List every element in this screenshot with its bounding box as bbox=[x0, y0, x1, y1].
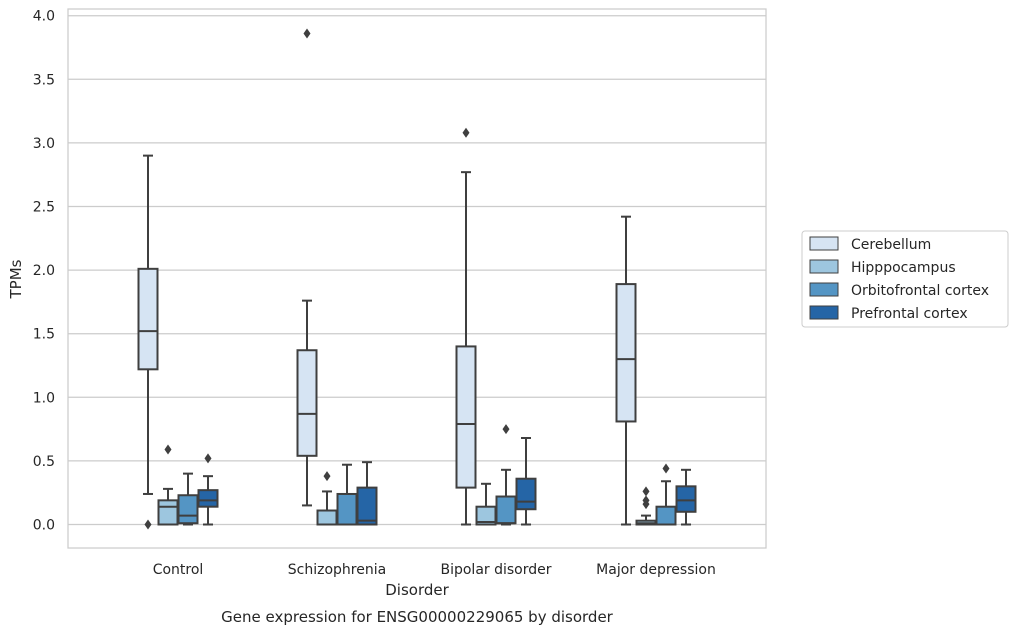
boxplots bbox=[137, 28, 697, 530]
gridlines bbox=[68, 15, 766, 526]
outlier-point bbox=[204, 453, 212, 464]
y-tick-label: 2.5 bbox=[33, 200, 55, 216]
legend-label: Prefrontal cortex bbox=[851, 306, 968, 322]
box-prefrontal-cortex bbox=[515, 437, 537, 526]
y-tick-label: 2.0 bbox=[33, 263, 55, 279]
box-orbitofrontal-cortex bbox=[177, 472, 199, 526]
box-iqr bbox=[296, 349, 318, 457]
legend-label: Orbitofrontal cortex bbox=[851, 283, 989, 299]
legend-label: Cerebellum bbox=[851, 237, 931, 253]
box-hipppocampus bbox=[635, 486, 657, 526]
x-tick-label: Schizophrenia bbox=[288, 562, 386, 578]
box-iqr bbox=[615, 283, 637, 423]
y-tick-label: 3.5 bbox=[33, 72, 55, 88]
legend-frame bbox=[801, 230, 1009, 328]
box-iqr bbox=[515, 477, 537, 511]
box-cerebellum bbox=[455, 127, 477, 526]
box-prefrontal-cortex bbox=[197, 453, 219, 526]
box-orbitofrontal-cortex bbox=[655, 463, 677, 526]
box-hipppocampus bbox=[157, 444, 179, 526]
box-iqr bbox=[336, 492, 358, 526]
box-prefrontal-cortex bbox=[356, 461, 378, 526]
legend: Cerebellum Hipppocampus Orbitofrontal cort… bbox=[801, 230, 1009, 328]
box-iqr bbox=[675, 485, 697, 513]
box-iqr bbox=[137, 267, 159, 371]
box-hipppocampus bbox=[316, 471, 338, 526]
plot-frame bbox=[67, 8, 767, 549]
outlier-point bbox=[642, 495, 650, 506]
outlier-point bbox=[662, 463, 670, 474]
box-prefrontal-cortex bbox=[675, 468, 697, 526]
box-iqr bbox=[356, 486, 378, 526]
y-tick-label: 1.5 bbox=[33, 327, 55, 343]
box-iqr bbox=[455, 345, 477, 489]
outlier-point bbox=[323, 471, 331, 482]
x-axis-label: Disorder bbox=[385, 581, 449, 599]
legend-swatch bbox=[809, 236, 839, 251]
y-tick-label: 0.0 bbox=[33, 518, 55, 534]
box-orbitofrontal-cortex bbox=[336, 463, 358, 526]
y-tick-labels: 0.0 0.5 1.0 1.5 2.0 2.5 3.0 3.5 4.0 bbox=[33, 9, 55, 534]
box-iqr bbox=[177, 494, 199, 525]
box-cerebellum bbox=[615, 215, 637, 526]
legend-swatch bbox=[809, 305, 839, 320]
x-tick-label: Control bbox=[153, 562, 204, 578]
outlier-point bbox=[642, 486, 650, 497]
y-tick-label: 1.0 bbox=[33, 390, 55, 406]
y-tick-label: 3.0 bbox=[33, 136, 55, 152]
outlier-point bbox=[164, 444, 172, 455]
outlier-point bbox=[502, 424, 510, 435]
legend-label: Hipppocampus bbox=[851, 260, 956, 276]
legend-swatch bbox=[809, 282, 839, 297]
box-iqr bbox=[316, 509, 338, 526]
legend-swatch bbox=[809, 259, 839, 274]
y-axis-label: TPMs bbox=[7, 259, 25, 299]
outlier-point bbox=[144, 519, 152, 530]
box-iqr bbox=[495, 495, 517, 525]
y-tick-label: 0.5 bbox=[33, 454, 55, 470]
box-iqr bbox=[197, 489, 219, 508]
x-tick-label: Bipolar disorder bbox=[440, 562, 551, 578]
box-cerebellum bbox=[296, 28, 318, 507]
box-iqr bbox=[655, 505, 677, 526]
chart-caption: Gene expression for ENSG00000229065 by d… bbox=[221, 608, 614, 626]
x-tick-labels: Control Schizophrenia Bipolar disorder Majo… bbox=[153, 562, 716, 578]
outlier-point bbox=[462, 127, 470, 138]
box-cerebellum bbox=[137, 154, 159, 530]
box-iqr bbox=[157, 499, 179, 526]
outlier-point bbox=[303, 28, 311, 39]
y-tick-label: 4.0 bbox=[33, 9, 55, 25]
box-hipppocampus bbox=[475, 482, 497, 526]
box-orbitofrontal-cortex bbox=[495, 424, 517, 526]
x-tick-label: Major depression bbox=[596, 562, 716, 578]
